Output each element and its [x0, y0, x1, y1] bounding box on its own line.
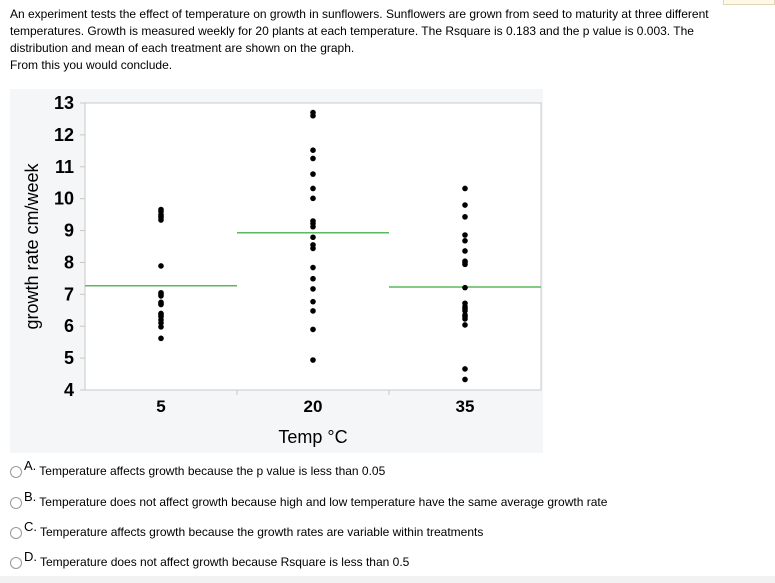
data-point — [310, 171, 316, 177]
data-point — [310, 223, 316, 230]
data-point — [310, 185, 316, 192]
radio-button[interactable] — [10, 497, 22, 509]
y-tick-label: 12 — [54, 125, 74, 145]
data-point — [462, 232, 468, 238]
data-point — [310, 112, 316, 119]
data-point — [462, 237, 468, 244]
y-tick-label: 6 — [64, 316, 74, 336]
data-point — [462, 214, 468, 220]
y-tick-label: 4 — [64, 380, 74, 400]
option-letter: B. — [24, 489, 37, 504]
data-point — [310, 286, 316, 292]
data-point — [310, 147, 316, 153]
data-point — [462, 202, 468, 208]
data-point — [310, 298, 316, 305]
option-text: Temperature does not affect growth becau… — [39, 495, 608, 509]
data-point — [462, 308, 468, 314]
option-text: Temperature affects growth because the g… — [40, 525, 484, 539]
option-c[interactable]: C. Temperature affects growth because th… — [10, 519, 484, 539]
data-point — [158, 320, 164, 326]
x-tick-label: 35 — [456, 397, 475, 416]
data-point — [462, 366, 468, 372]
option-b[interactable]: B. Temperature does not affect growth be… — [10, 489, 608, 509]
x-tick-label: 5 — [156, 397, 165, 416]
y-tick-label: 7 — [64, 284, 74, 304]
y-tick-label: 5 — [64, 348, 74, 368]
data-point — [310, 195, 316, 202]
data-point — [462, 185, 468, 192]
data-point — [310, 155, 316, 162]
option-letter: C. — [24, 519, 37, 534]
scatter-chart: 4 5 6 7 8 9 10 11 12 13 5 20 35 Temp °C growth rate cm… — [22, 93, 542, 447]
data-point — [310, 264, 316, 271]
data-point — [462, 248, 468, 254]
y-tick-label: 13 — [54, 93, 74, 113]
data-point — [310, 308, 316, 314]
data-point — [462, 316, 468, 322]
y-tick-label: 10 — [54, 189, 74, 209]
data-point — [310, 275, 316, 282]
data-point — [158, 335, 164, 342]
question-prompt: From this you would conclude. — [10, 58, 173, 72]
radio-button[interactable] — [10, 466, 22, 478]
bottom-bar — [0, 576, 775, 583]
data-point — [310, 245, 316, 252]
option-text: Temperature affects growth because the p… — [39, 464, 386, 478]
y-tick-label: 11 — [55, 157, 74, 177]
data-point — [310, 357, 316, 363]
data-point — [310, 326, 316, 333]
radio-button[interactable] — [10, 557, 22, 569]
question-text: An experiment tests the effect of temper… — [10, 6, 740, 74]
data-point — [462, 322, 468, 328]
data-point — [158, 301, 164, 308]
y-tick-label: 8 — [64, 252, 74, 272]
data-point — [462, 376, 468, 383]
x-axis-label: Temp °C — [278, 427, 347, 447]
data-point — [310, 234, 316, 241]
data-point — [462, 261, 468, 268]
option-text: Temperature does not affect growth becau… — [40, 555, 410, 569]
option-d[interactable]: D. Temperature does not affect growth be… — [10, 549, 410, 569]
y-axis-label: growth rate cm/week — [22, 162, 42, 329]
y-tick-label: 9 — [64, 221, 74, 241]
data-point — [158, 324, 164, 330]
option-a[interactable]: A. Temperature affects growth because th… — [10, 458, 386, 478]
data-point — [158, 293, 164, 299]
data-point — [462, 284, 468, 291]
data-point — [158, 263, 164, 269]
question-body: An experiment tests the effect of temper… — [10, 7, 709, 55]
x-tick-label: 20 — [304, 397, 323, 416]
data-point — [158, 217, 164, 223]
option-letter: D. — [24, 549, 37, 564]
option-letter: A. — [24, 458, 37, 473]
radio-button[interactable] — [10, 527, 22, 539]
